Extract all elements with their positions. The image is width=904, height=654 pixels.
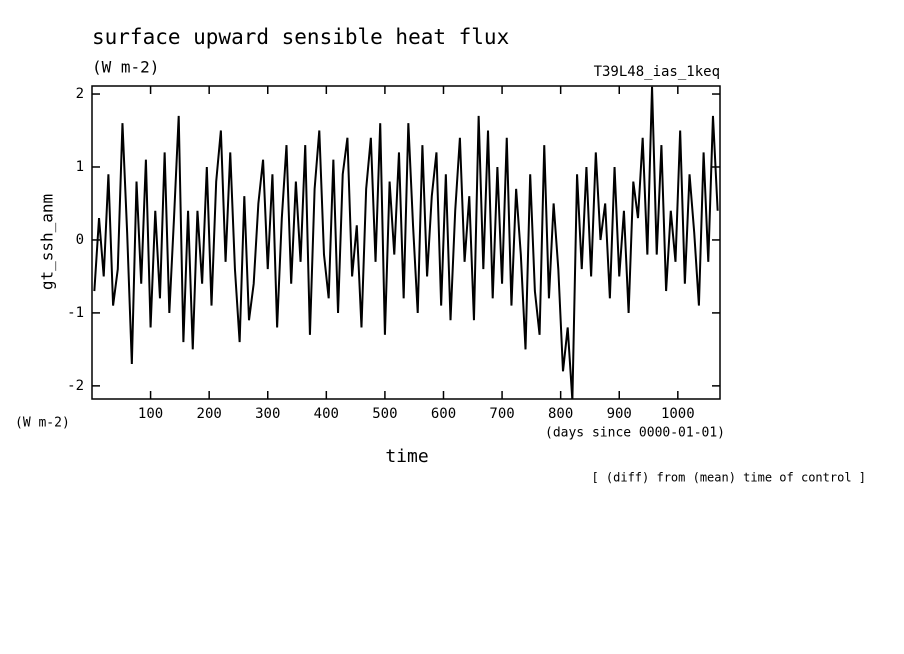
x-units: (days since 0000-01-01) bbox=[545, 426, 725, 441]
x-axis-label: time bbox=[385, 446, 428, 467]
x-tick-label: 300 bbox=[255, 406, 280, 422]
x-tick-label: 900 bbox=[607, 406, 632, 422]
x-tick-label: 400 bbox=[314, 406, 339, 422]
x-tick-label: 100 bbox=[138, 406, 163, 422]
data-line bbox=[93, 86, 719, 399]
note: [ (diff) from (mean) time of control ] bbox=[591, 471, 866, 485]
x-tick-label: 700 bbox=[489, 406, 514, 422]
chart-title: surface upward sensible heat flux bbox=[92, 25, 509, 49]
y-units: (W m-2) bbox=[15, 416, 70, 431]
y-axis-label: gt_ssh_anm bbox=[38, 194, 57, 290]
y-tick-label: 1 bbox=[76, 159, 84, 175]
x-tick-label: 500 bbox=[372, 406, 397, 422]
y-tick-label: -1 bbox=[67, 305, 84, 321]
y-tick-label: 0 bbox=[76, 232, 84, 248]
units: (W m-2) bbox=[92, 58, 159, 77]
x-tick-label: 200 bbox=[197, 406, 222, 422]
x-tick-label: 1000 bbox=[661, 406, 695, 422]
x-tick-label: 800 bbox=[548, 406, 573, 422]
run-label: T39L48_ias_1keq bbox=[594, 64, 720, 80]
y-tick-label: 2 bbox=[76, 86, 84, 102]
x-tick-label: 600 bbox=[431, 406, 456, 422]
y-tick-label: -2 bbox=[67, 378, 84, 394]
plot-frame bbox=[91, 85, 721, 400]
